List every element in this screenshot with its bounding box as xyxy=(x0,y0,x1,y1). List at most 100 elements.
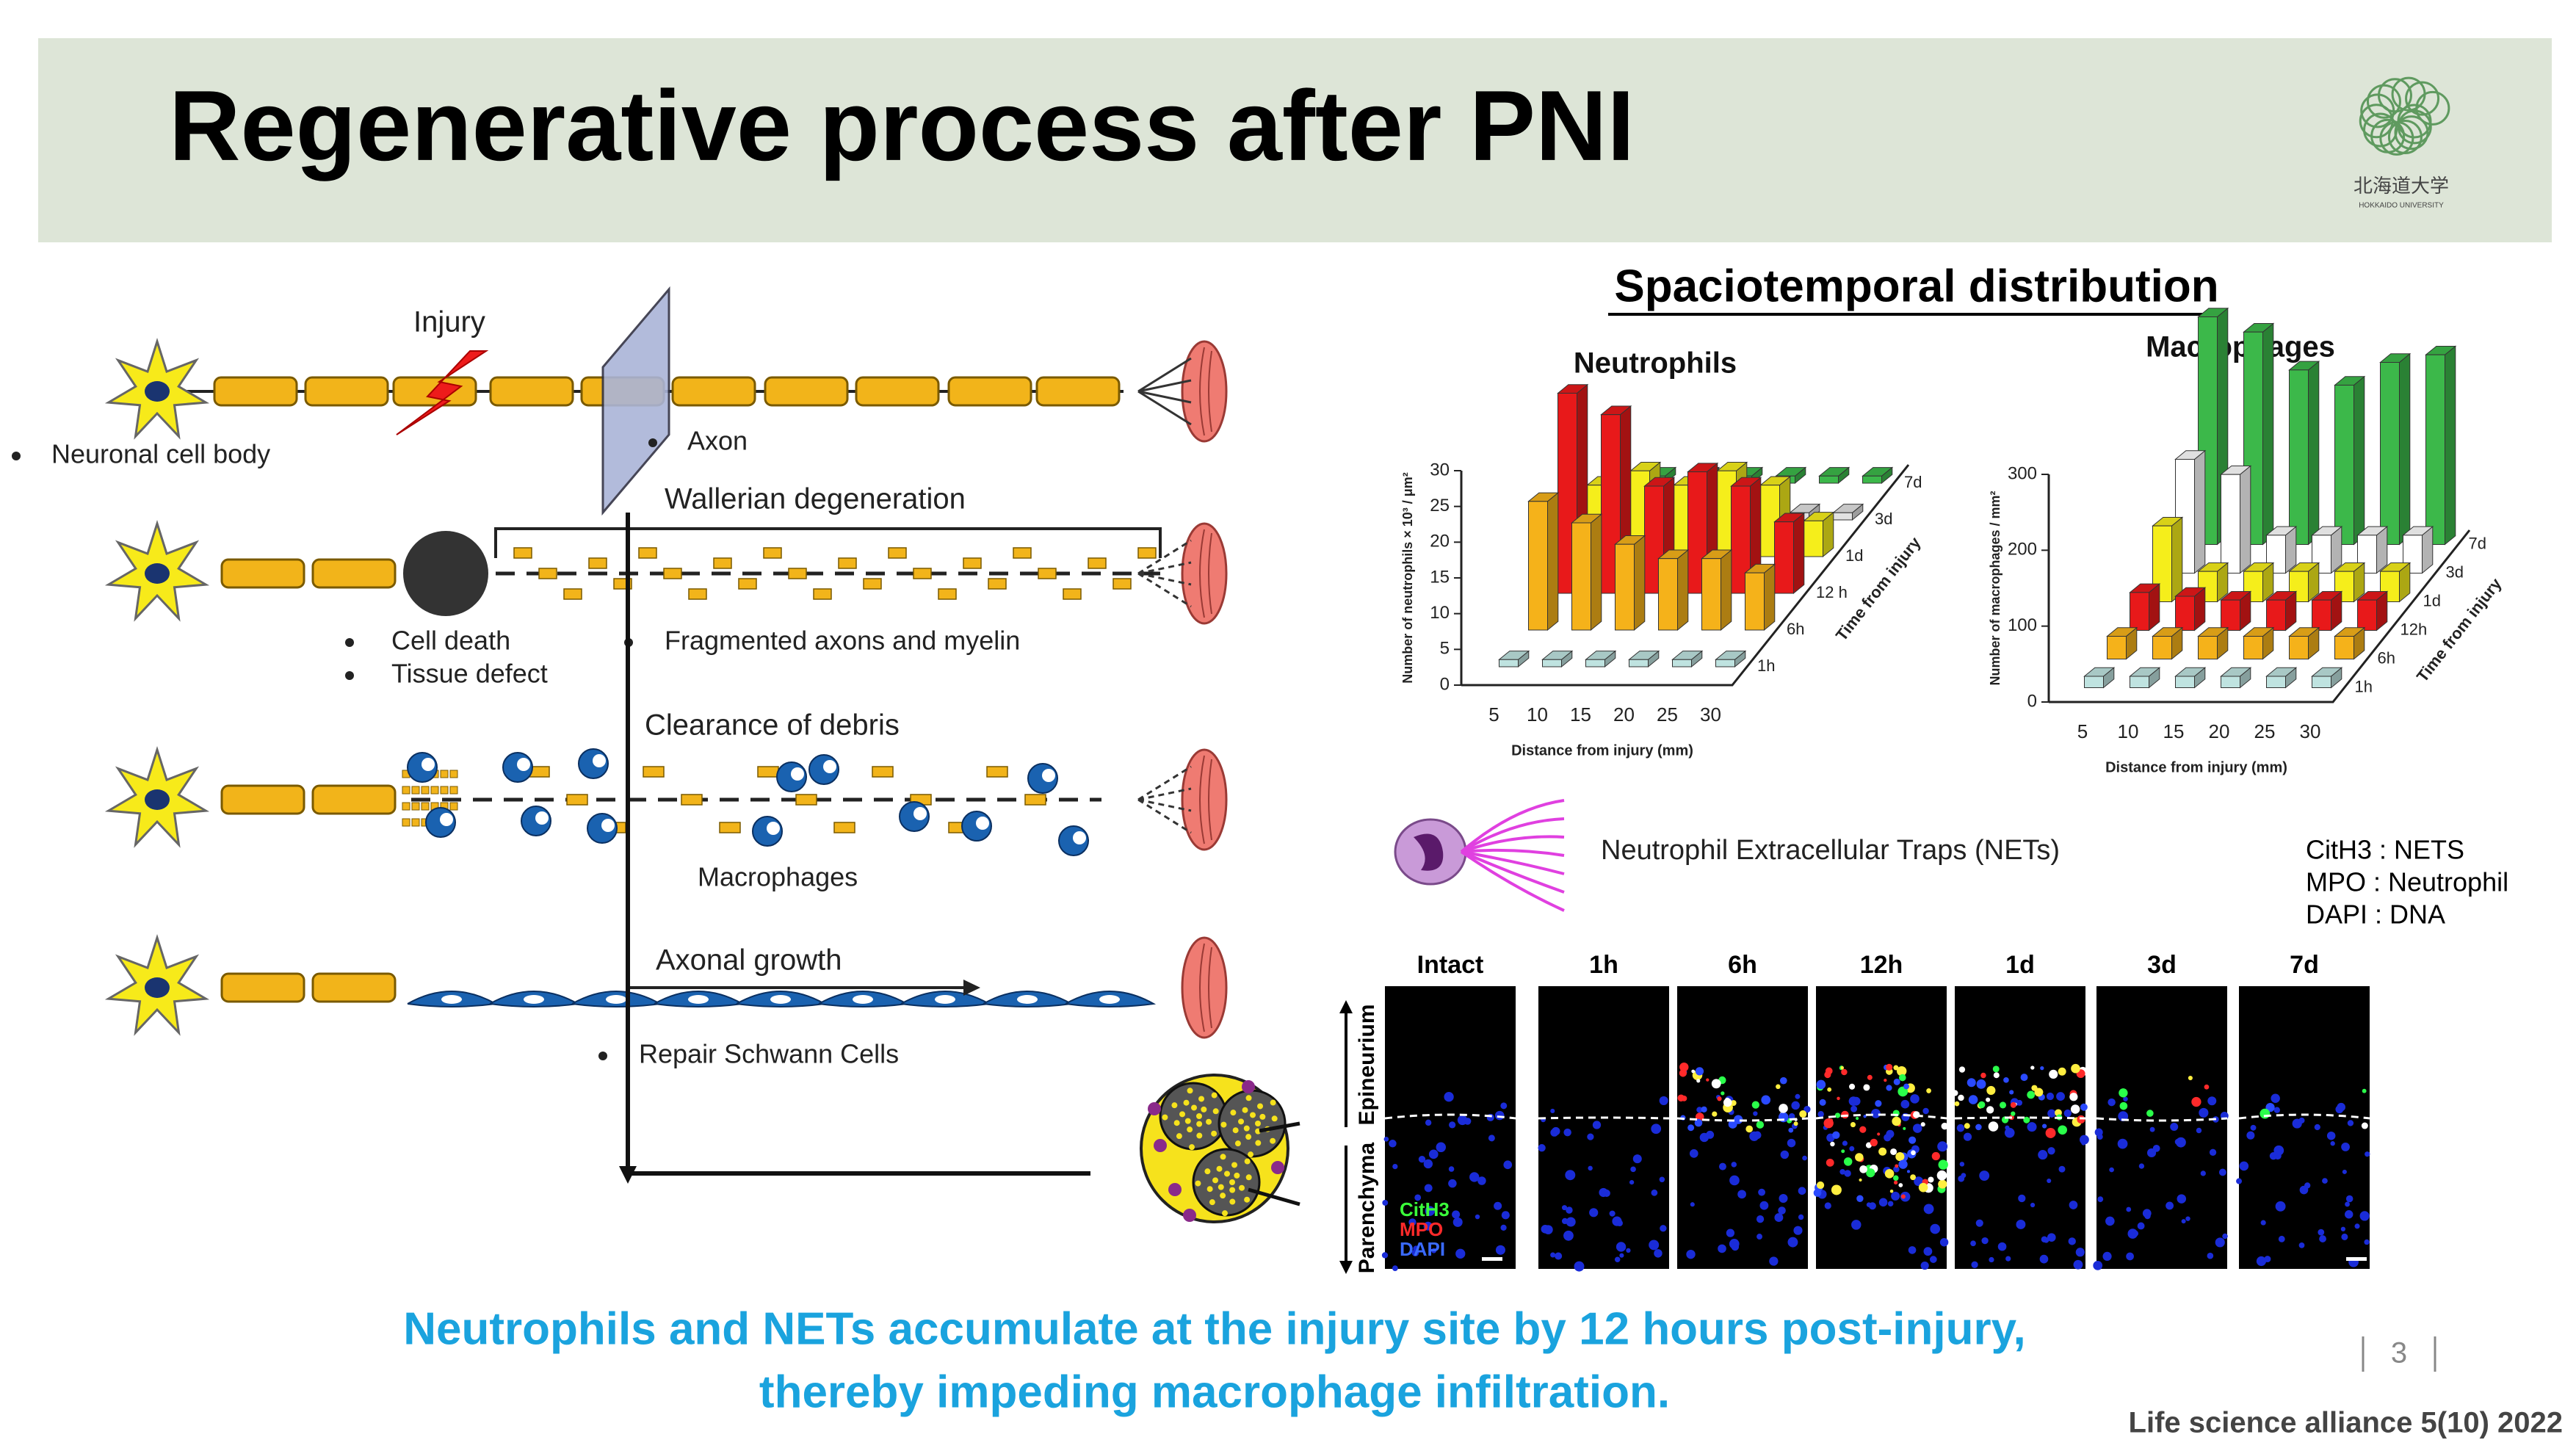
y-axis-label: Number of neutrophils × 10³ / μm² xyxy=(1400,472,1415,684)
dapi-nucleus xyxy=(1544,1225,1553,1234)
x-axis-label: Distance from injury (mm) xyxy=(2105,759,2287,775)
macrophage-inner xyxy=(422,758,435,771)
stain-label: CitH3 xyxy=(1400,1198,1450,1220)
dapi-nucleus xyxy=(2069,1201,2078,1209)
fascicle xyxy=(1159,1082,1228,1151)
column-label: 1h xyxy=(1589,951,1618,979)
pointer xyxy=(1248,1121,1300,1206)
fragment xyxy=(681,794,703,806)
dapi-nucleus xyxy=(2364,1239,2370,1245)
stain-signal xyxy=(1952,1090,1958,1096)
dapi-nucleus xyxy=(1660,1225,1667,1232)
macrophage-inner xyxy=(1073,831,1086,844)
stain-signal xyxy=(1687,1124,1695,1132)
stain-signal xyxy=(1986,1106,1994,1114)
dapi-nucleus xyxy=(1651,1123,1662,1135)
stain-signal xyxy=(1898,1159,1908,1169)
dapi-nucleus xyxy=(1824,1202,1831,1209)
dapi-nucleus xyxy=(1756,1215,1765,1223)
stain-signal xyxy=(1694,1118,1703,1127)
myelin xyxy=(311,558,397,589)
stain-signal xyxy=(1837,1096,1840,1101)
dapi-nucleus xyxy=(1449,1121,1456,1129)
bar-side xyxy=(2308,361,2320,546)
myelin xyxy=(213,376,298,407)
stain-signal xyxy=(1711,1079,1721,1089)
dapi-nucleus xyxy=(2318,1229,2325,1236)
fragment xyxy=(872,766,894,778)
fiber xyxy=(1245,1174,1252,1181)
x-tick-label: 5 xyxy=(1488,703,1499,726)
stain-signal xyxy=(1968,1095,1978,1104)
stain-signal xyxy=(1730,1100,1737,1106)
net-strand xyxy=(1460,850,1565,912)
stain-signal xyxy=(2080,1103,2088,1111)
fiber xyxy=(1250,1112,1256,1118)
dapi-nucleus xyxy=(1731,1242,1740,1251)
schwann-nucleus xyxy=(935,995,955,1004)
dapi-nucleus xyxy=(1555,1252,1563,1260)
label: Injury xyxy=(413,306,485,339)
fiber xyxy=(1257,1103,1264,1110)
dapi-nucleus xyxy=(1488,1135,1495,1142)
stain-signal xyxy=(1906,1170,1911,1173)
fiber xyxy=(1187,1126,1193,1133)
dapi-nucleus xyxy=(1616,1242,1627,1252)
dapi-nucleus xyxy=(2102,1251,2112,1261)
dapi-nucleus xyxy=(2264,1256,2271,1263)
stain-signal xyxy=(1967,1078,1976,1088)
muscle xyxy=(1181,340,1228,443)
bar xyxy=(2130,676,2149,688)
dapi-nucleus xyxy=(1630,1166,1636,1173)
dapi-nucleus xyxy=(1431,1248,1437,1253)
bar xyxy=(2289,369,2309,546)
x-tick-label: 15 xyxy=(1570,703,1591,726)
logo-shape xyxy=(2415,90,2450,126)
stain-signal xyxy=(2077,1115,2085,1124)
dapi-nucleus xyxy=(1887,1201,1894,1207)
dapi-nucleus xyxy=(1753,1111,1758,1116)
dapi-nucleus xyxy=(1457,1115,1468,1126)
fiber xyxy=(1162,1114,1168,1121)
stain-signal xyxy=(1909,1136,1917,1144)
dapi-nucleus xyxy=(2292,1118,2302,1129)
logo-subtext: HOKKAIDO UNIVERSITY xyxy=(2359,202,2444,210)
dapi-nucleus xyxy=(1878,1198,1888,1207)
dapi-nucleus xyxy=(1448,1179,1457,1188)
schwann-nucleus xyxy=(606,995,626,1004)
fiber xyxy=(1187,1088,1193,1094)
stain-signal xyxy=(1717,1096,1722,1101)
stain-signal xyxy=(1918,1182,1928,1193)
fiber xyxy=(1238,1118,1245,1125)
bar xyxy=(2312,676,2331,688)
dapi-nucleus xyxy=(2222,1233,2228,1240)
macrophage-inner xyxy=(976,817,989,830)
stain-signal xyxy=(1890,1148,1897,1155)
series-label: 1d xyxy=(2423,591,2441,609)
dapi-nucleus xyxy=(2345,1210,2354,1219)
bar-side xyxy=(2171,516,2183,603)
dapi-nucleus xyxy=(1501,1211,1510,1220)
fragment xyxy=(795,794,817,806)
fiber xyxy=(1218,1184,1224,1190)
bar xyxy=(2084,676,2104,688)
fragment xyxy=(763,547,782,559)
myelin xyxy=(220,558,305,589)
dapi-nucleus xyxy=(1939,1238,1949,1247)
stain-signal xyxy=(1931,1151,1940,1161)
cell xyxy=(1271,1161,1284,1174)
stain-signal xyxy=(1830,1141,1835,1147)
x-tick-label: 5 xyxy=(2077,720,2088,742)
nucleus xyxy=(145,789,170,810)
stain-signal xyxy=(1761,1095,1771,1105)
boundary xyxy=(1815,1113,1947,1120)
dapi-nucleus xyxy=(2260,1220,2266,1226)
stain-signal xyxy=(1867,1074,1873,1080)
debris xyxy=(449,802,458,811)
fiber xyxy=(1183,1099,1190,1106)
y-tick-label: 0 xyxy=(2027,691,2037,711)
dapi-nucleus xyxy=(2314,1123,2320,1131)
dapi-nucleus xyxy=(2126,1252,2134,1261)
stain-signal xyxy=(1884,1079,1887,1082)
floor xyxy=(2049,529,2471,703)
